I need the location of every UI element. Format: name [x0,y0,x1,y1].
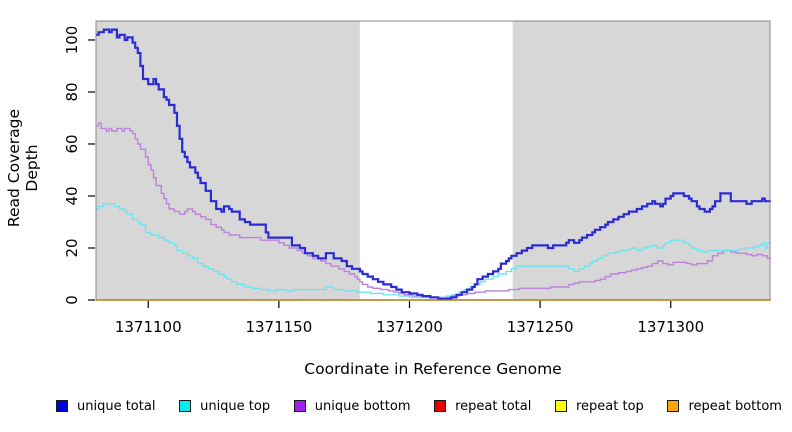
legend-item-unique-bottom: unique bottom [293,398,411,414]
legend: unique total unique top unique bottom re… [0,396,792,416]
legend-item-repeat-bottom: repeat bottom [667,399,782,414]
series-unique-bottom [96,122,771,299]
legend-item-repeat-total: repeat total [434,399,531,414]
y-tick-label: 0 [63,295,81,305]
y-tick-label: 80 [63,82,81,101]
y-tick-label: 100 [63,26,81,55]
legend-item-unique-total: unique total [56,399,155,414]
plot-border [95,20,771,301]
y-axis-label: Read Coverage Depth [5,108,41,228]
series-unique-total [96,28,771,300]
repeat-top-swatch-icon [555,400,567,412]
legend-label: unique top [200,398,271,414]
x-tick-label: 1371200 [376,318,443,336]
legend-label: unique bottom [314,398,411,414]
repeat-bottom-swatch-icon [667,400,680,412]
highlight-region [359,21,513,300]
series-unique-top [96,203,771,299]
unique-total-swatch-icon [56,400,68,412]
legend-label: unique total [77,398,156,414]
y-tick-label: 40 [63,186,81,205]
x-tick-label: 1371300 [637,318,704,336]
legend-item-unique-top: unique top [179,399,270,414]
legend-item-repeat-top: repeat top [555,399,644,414]
unique-top-swatch-icon [179,400,192,412]
legend-label: repeat top [576,398,644,414]
x-tick-label: 1371100 [115,318,182,336]
x-tick-label: 1371250 [507,318,574,336]
x-axis-label: Coordinate in Reference Genome [304,360,562,378]
repeat-total-swatch-icon [434,400,447,412]
coverage-plot: 1371100 1371150 1371200 1371250 1371300 0 20 40… [63,20,771,336]
unique-bottom-swatch-icon [293,400,306,412]
y-tick-label: 60 [63,134,81,153]
x-tick-label: 1371150 [245,318,312,336]
y-tick-label: 20 [63,238,81,257]
legend-label: repeat total [455,398,532,414]
legend-label: repeat bottom [688,398,782,414]
